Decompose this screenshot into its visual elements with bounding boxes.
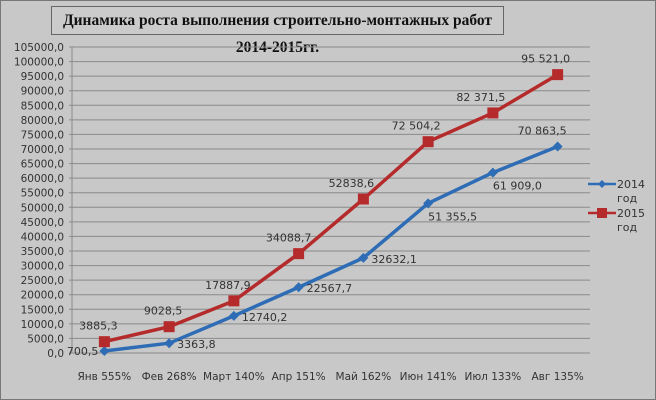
data-label: 32632,1 xyxy=(371,253,417,266)
data-point-marker xyxy=(357,193,369,205)
data-point-marker xyxy=(487,167,498,178)
data-point-marker xyxy=(228,310,239,321)
x-tick-label: Июл 133% xyxy=(464,371,521,383)
legend-marker xyxy=(598,180,606,188)
legend-label: 2014 xyxy=(617,178,645,191)
chart-title: Динамика роста выполнения строительно-мо… xyxy=(51,6,504,56)
data-label: 72 504,2 xyxy=(392,120,441,133)
y-tick-label: 45000,0 xyxy=(21,217,64,229)
x-tick-label: Апр 151% xyxy=(272,371,326,383)
y-tick-label: 70000,0 xyxy=(21,144,64,156)
y-tick-label: 30000,0 xyxy=(21,261,64,273)
data-label: 9028,5 xyxy=(144,305,183,318)
y-tick-label: 20000,0 xyxy=(21,290,64,302)
legend-label: год xyxy=(617,221,638,234)
data-point-marker xyxy=(423,198,434,209)
data-label: 17887,9 xyxy=(205,279,251,292)
data-point-marker xyxy=(228,295,240,307)
data-point-marker xyxy=(552,69,564,81)
data-label: 61 909,0 xyxy=(493,180,542,193)
data-label: 12740,2 xyxy=(242,311,288,324)
y-tick-label: 50000,0 xyxy=(21,202,64,214)
y-tick-label: 65000,0 xyxy=(21,159,64,171)
series-line-2014 xyxy=(104,144,559,353)
data-label: 82 371,5 xyxy=(456,91,505,104)
data-label: 22567,7 xyxy=(307,282,353,295)
x-tick-label: Авг 135% xyxy=(532,371,584,383)
data-point-marker xyxy=(358,252,369,263)
y-tick-label: 60000,0 xyxy=(21,173,64,185)
data-point-marker xyxy=(98,336,110,348)
y-tick-label: 5000,0 xyxy=(27,333,64,345)
y-tick-label: 25000,0 xyxy=(21,275,64,287)
data-point-marker xyxy=(293,282,304,293)
legend-label: год xyxy=(617,192,638,205)
y-tick-label: 105000,0 xyxy=(14,42,64,54)
y-tick-label: 100000,0 xyxy=(14,57,64,69)
x-tick-label: Янв 555% xyxy=(78,371,132,383)
data-point-marker xyxy=(99,345,110,356)
x-tick-label: Фев 268% xyxy=(142,371,197,383)
data-label: 52838,6 xyxy=(329,177,375,190)
y-tick-label: 75000,0 xyxy=(21,129,64,141)
data-point-marker xyxy=(163,321,175,333)
y-tick-label: 35000,0 xyxy=(21,246,64,258)
data-point-marker xyxy=(487,107,499,119)
y-tick-label: 80000,0 xyxy=(21,115,64,127)
x-tick-label: Май 162% xyxy=(336,371,392,383)
data-point-marker xyxy=(293,248,305,260)
legend-marker xyxy=(597,208,607,218)
y-tick-label: 0,0 xyxy=(47,348,64,360)
data-label: 3363,8 xyxy=(177,338,216,351)
y-tick-label: 85000,0 xyxy=(21,100,64,112)
data-label: 700,5 xyxy=(67,345,99,358)
data-label: 95 521,0 xyxy=(521,53,570,66)
x-tick-label: Март 140% xyxy=(203,371,265,383)
data-label: 34088,7 xyxy=(266,232,312,245)
data-label: 3885,3 xyxy=(79,320,118,333)
data-label: 70 863,5 xyxy=(518,124,567,137)
y-tick-label: 55000,0 xyxy=(21,188,64,200)
y-tick-label: 15000,0 xyxy=(21,304,64,316)
data-label: 51 355,5 xyxy=(428,210,477,223)
data-point-marker xyxy=(164,338,175,349)
data-point-marker xyxy=(422,136,434,148)
y-tick-label: 95000,0 xyxy=(21,71,64,83)
data-point-marker xyxy=(552,141,563,152)
legend-label: 2015 xyxy=(617,207,645,220)
y-tick-label: 90000,0 xyxy=(21,86,64,98)
y-tick-label: 40000,0 xyxy=(21,231,64,243)
series-line-2015 xyxy=(103,73,559,344)
x-tick-label: Июн 141% xyxy=(400,371,457,383)
y-tick-label: 10000,0 xyxy=(21,319,64,331)
